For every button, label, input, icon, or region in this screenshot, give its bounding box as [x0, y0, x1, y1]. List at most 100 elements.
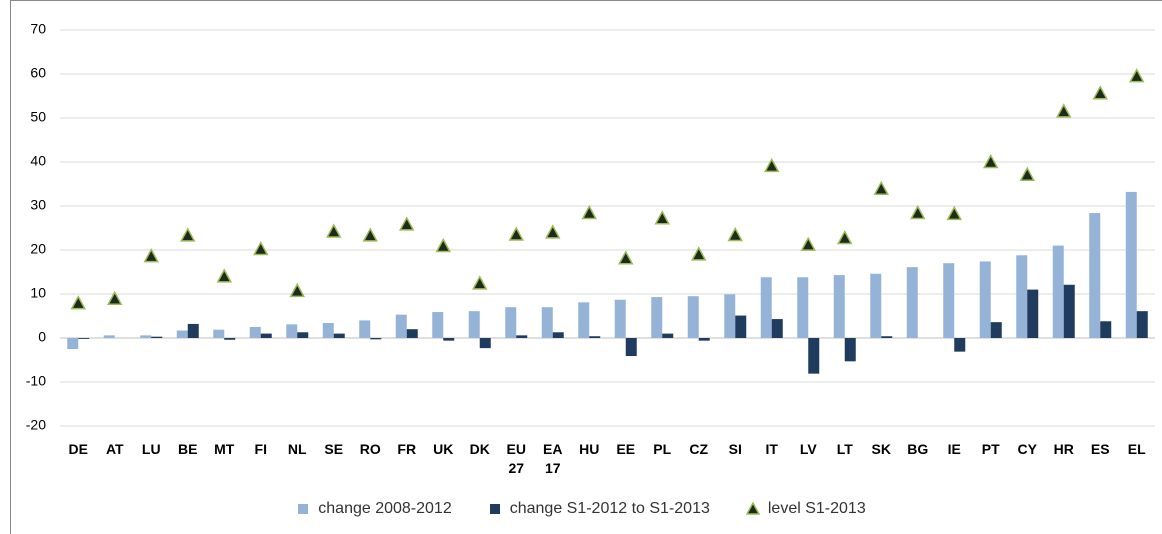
bar — [1089, 213, 1101, 338]
bar — [979, 261, 991, 338]
bar — [797, 277, 809, 338]
bar — [443, 338, 455, 341]
bar — [297, 332, 309, 338]
legend-item: change 2008-2012 — [296, 500, 452, 518]
bar — [1125, 191, 1137, 338]
bar — [1027, 289, 1039, 338]
legend: change 2008-2012 change S1-2012 to S1-201… — [0, 500, 1162, 518]
marker — [727, 226, 744, 242]
x-tick-label: BE — [178, 441, 198, 457]
bar — [432, 312, 444, 338]
bar — [140, 335, 152, 338]
marker — [800, 236, 817, 251]
legend-label: change S1-2012 to S1-2013 — [509, 500, 710, 517]
bar — [735, 315, 747, 338]
y-tick-label: -10 — [26, 373, 46, 389]
marker — [70, 295, 87, 310]
bar — [808, 338, 820, 374]
x-tick-label: CZ — [689, 441, 709, 457]
x-tick-label: NL — [287, 441, 307, 457]
x-tick-label: EU 27 — [506, 441, 526, 476]
y-tick-label: 20 — [30, 241, 46, 257]
bar — [1016, 255, 1028, 338]
bar — [479, 338, 491, 349]
marker — [252, 240, 269, 256]
x-tick-label: SK — [871, 441, 891, 457]
bar — [541, 307, 553, 338]
x-tick-label: RO — [359, 441, 381, 457]
legend-swatch — [745, 502, 760, 515]
x-tick-label: BG — [907, 441, 929, 457]
bar — [990, 322, 1002, 338]
bar — [78, 338, 90, 339]
marker — [1055, 103, 1072, 118]
bar — [578, 302, 590, 338]
bar — [224, 338, 236, 340]
x-tick-label: EA 17 — [543, 441, 563, 476]
bar — [1136, 311, 1148, 338]
bar — [1052, 245, 1064, 338]
bar — [906, 267, 918, 338]
bar — [359, 320, 371, 338]
marker — [362, 227, 379, 242]
marker — [1128, 68, 1145, 83]
marker — [946, 205, 963, 221]
y-tick-label: 40 — [30, 153, 46, 169]
legend-swatch-shape — [489, 504, 500, 514]
marker — [143, 248, 160, 263]
x-tick-label: SE — [324, 441, 344, 457]
marker — [909, 204, 926, 220]
x-tick-label: DE — [68, 441, 88, 457]
bar — [213, 329, 225, 338]
marker — [508, 226, 525, 241]
y-tick-label: 60 — [30, 65, 46, 81]
x-tick-label: HR — [1053, 441, 1074, 457]
legend-item: change S1-2012 to S1-2013 — [488, 500, 710, 518]
x-tick-label: IT — [765, 441, 778, 457]
x-tick-label: SI — [728, 441, 742, 457]
x-tick-label: HU — [579, 441, 600, 457]
bar — [844, 338, 856, 362]
bar — [286, 324, 298, 338]
x-tick-label: FR — [397, 441, 417, 457]
bar — [67, 338, 79, 349]
bar — [954, 338, 966, 352]
marker — [763, 157, 780, 173]
x-tick-label: EL — [1127, 441, 1146, 457]
marker — [1019, 166, 1036, 181]
bar — [249, 327, 261, 338]
legend-item: level S1-2013 — [745, 500, 866, 518]
marker — [544, 224, 561, 239]
marker — [216, 268, 233, 283]
x-tick-label: AT — [105, 441, 124, 457]
bar — [625, 338, 637, 357]
x-tick-label: LT — [836, 441, 853, 457]
x-tick-label: IE — [947, 441, 961, 457]
bar — [614, 299, 626, 338]
y-tick-label: -20 — [26, 417, 46, 433]
bar — [333, 333, 345, 338]
bar — [687, 296, 699, 338]
bar — [760, 277, 772, 338]
bar — [662, 333, 674, 338]
y-tick-label: 10 — [30, 285, 46, 301]
legend-swatch-shape — [745, 502, 760, 515]
marker — [289, 282, 306, 298]
marker — [654, 210, 671, 225]
marker — [106, 290, 123, 306]
legend-label: level S1-2013 — [767, 500, 866, 517]
bar — [260, 333, 272, 338]
bar — [1100, 321, 1112, 338]
bar — [698, 338, 710, 341]
y-tick-label: 70 — [30, 21, 46, 37]
x-tick-label: CY — [1017, 441, 1037, 457]
bar — [881, 336, 893, 338]
bar — [468, 311, 480, 338]
marker — [398, 216, 415, 231]
marker — [179, 227, 196, 242]
chart-frame — [10, 0, 1162, 534]
bar — [322, 323, 334, 338]
y-tick-label: 0 — [38, 329, 46, 345]
